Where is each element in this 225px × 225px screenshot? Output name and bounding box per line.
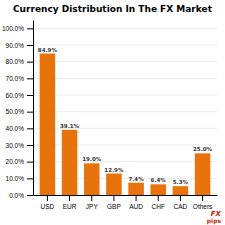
data-label: 12.9% xyxy=(104,167,124,173)
bar xyxy=(106,174,122,196)
data-label: 6.4% xyxy=(151,177,167,183)
y-tick: 0.0% xyxy=(9,192,33,199)
x-tick-mark xyxy=(158,195,159,201)
y-tick-mark xyxy=(27,178,33,179)
y-tick-mark xyxy=(27,78,33,79)
y-tick: 60.0% xyxy=(6,92,33,99)
x-tick: USD xyxy=(41,195,55,210)
data-label: 19.0% xyxy=(82,156,102,162)
x-tick-mark xyxy=(91,195,92,201)
grid-line xyxy=(33,145,217,146)
bar xyxy=(128,183,144,195)
y-tick-label: 90.0% xyxy=(6,42,25,49)
grid-line xyxy=(33,195,217,196)
bar xyxy=(150,184,166,195)
bar xyxy=(173,186,189,195)
annotations: FXpips xyxy=(207,210,222,225)
bar xyxy=(62,130,78,195)
x-tick: GBP xyxy=(107,195,121,210)
grid-line xyxy=(33,78,217,79)
y-axis: 0.0% 10.0% 20.0% 30.0% 40.0% 50.0% 60.0% 70.0% 8… xyxy=(2,21,34,199)
y-tick-mark xyxy=(27,162,33,163)
y-tick: 90.0% xyxy=(6,42,33,49)
data-label: 7.4% xyxy=(128,176,144,182)
grid-line xyxy=(33,178,217,179)
y-tick: 20.0% xyxy=(6,158,33,165)
plot: 0.0% 10.0% 20.0% 30.0% 40.0% 50.0% 60.0% 70.0% 8… xyxy=(2,21,218,210)
y-tick-label: 20.0% xyxy=(6,158,25,165)
y-tick: 70.0% xyxy=(6,75,33,82)
y-tick: 50.0% xyxy=(6,108,33,115)
y-tick: 100.0% xyxy=(2,25,33,32)
data-label: 39.1% xyxy=(60,123,80,129)
x-tick: AUD xyxy=(129,195,143,210)
x-tick-label: CAD xyxy=(174,203,188,210)
y-axis-line xyxy=(33,21,34,196)
x-tick-mark xyxy=(180,195,181,201)
grid-line xyxy=(33,95,217,96)
y-tick-label: 50.0% xyxy=(6,108,25,115)
y-tick-mark xyxy=(27,62,33,63)
y-tick-label: 10.0% xyxy=(6,175,25,182)
y-tick-mark xyxy=(27,112,33,113)
y-tick-mark xyxy=(27,95,33,96)
grid-line xyxy=(33,45,217,46)
x-tick: JPY xyxy=(86,195,99,210)
annotation: pips xyxy=(207,217,222,225)
x-axis-line xyxy=(34,195,218,196)
grid xyxy=(33,28,217,195)
x-axis: USD EUR JPY GBP AUD CHF CAD Others xyxy=(34,195,218,210)
x-tick-label: USD xyxy=(41,203,55,210)
x-tick-label: GBP xyxy=(107,203,121,210)
x-tick: CHF xyxy=(152,195,165,210)
y-tick-label: 70.0% xyxy=(6,75,25,82)
grid-line xyxy=(33,61,217,62)
x-tick: Others xyxy=(193,195,213,210)
bar xyxy=(84,163,100,195)
x-tick-mark xyxy=(113,195,114,201)
x-tick-mark xyxy=(47,195,48,201)
bars xyxy=(40,54,211,196)
grid-line xyxy=(33,111,217,112)
y-tick-label: 30.0% xyxy=(6,142,25,149)
chart: 0.0% 10.0% 20.0% 30.0% 40.0% 50.0% 60.0% 70.0% 8… xyxy=(0,0,225,225)
y-tick-label: 80.0% xyxy=(6,58,25,65)
x-tick-mark xyxy=(202,195,203,201)
data-label: 25.0% xyxy=(193,146,213,152)
data-label: 84.9% xyxy=(38,47,58,53)
y-tick-label: 100.0% xyxy=(2,25,24,32)
y-tick-label: 60.0% xyxy=(6,92,25,99)
grid-line xyxy=(33,28,217,29)
y-tick-mark xyxy=(27,28,33,29)
y-tick-mark xyxy=(27,45,33,46)
y-tick: 80.0% xyxy=(6,58,33,65)
y-tick-mark xyxy=(27,145,33,146)
x-tick-label: Others xyxy=(193,203,213,210)
grid-line xyxy=(33,161,217,162)
data-labels: 84.9% 39.1% 19.0%12.9% 7.4% 6.4% 5.3% 25.0% xyxy=(38,47,213,186)
x-tick-label: EUR xyxy=(63,203,77,210)
y-tick: 30.0% xyxy=(6,142,33,149)
x-tick-label: CHF xyxy=(152,203,165,210)
y-tick-mark xyxy=(27,195,33,196)
x-tick-mark xyxy=(136,195,137,201)
y-tick: 10.0% xyxy=(6,175,33,182)
data-label: 5.3% xyxy=(173,179,189,185)
x-tick: CAD xyxy=(174,195,188,210)
y-tick-label: 40.0% xyxy=(6,125,25,132)
bar xyxy=(195,153,211,195)
x-tick-mark xyxy=(69,195,70,201)
x-tick-label: AUD xyxy=(129,203,143,210)
bar xyxy=(40,54,56,196)
title: Currency Distribution In The FX Market xyxy=(13,4,213,14)
x-tick: EUR xyxy=(63,195,77,210)
y-tick-label: 0.0% xyxy=(9,192,24,199)
x-tick-label: JPY xyxy=(86,203,99,210)
y-tick-mark xyxy=(27,128,33,129)
y-tick: 40.0% xyxy=(6,125,33,132)
